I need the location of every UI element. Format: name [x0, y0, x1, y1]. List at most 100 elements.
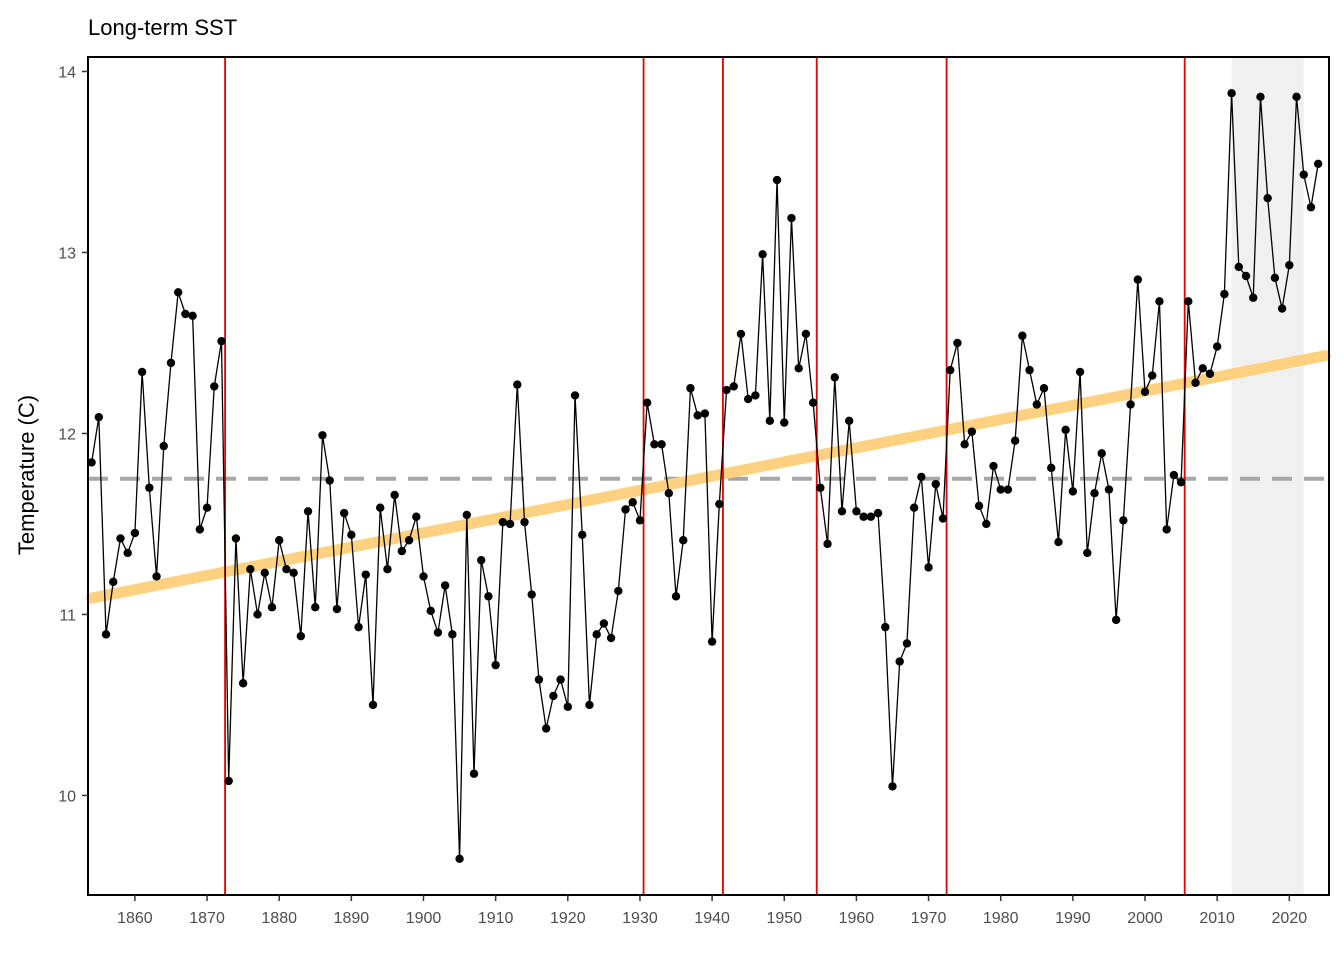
y-tick-label: 11	[59, 607, 76, 624]
data-point	[686, 384, 695, 393]
data-point	[505, 519, 515, 529]
data-point	[1018, 331, 1027, 340]
data-point	[635, 516, 645, 525]
data-point	[1155, 297, 1164, 306]
data-point	[188, 311, 197, 321]
data-point	[664, 488, 674, 498]
data-point	[729, 382, 738, 391]
data-point	[173, 288, 183, 297]
data-point	[1075, 367, 1085, 377]
data-point	[296, 631, 306, 641]
data-point	[736, 329, 746, 339]
data-point	[253, 610, 262, 619]
x-tick-label: 1930	[622, 910, 658, 927]
data-point	[469, 769, 479, 778]
x-tick-label: 1900	[406, 910, 442, 927]
chart-title: Long-term SST	[88, 15, 237, 40]
data-point	[946, 365, 955, 375]
x-tick-label: 1890	[334, 910, 370, 927]
data-point	[888, 782, 897, 791]
data-point	[455, 854, 464, 864]
data-point	[477, 555, 486, 565]
data-point	[772, 175, 782, 185]
data-point	[852, 507, 861, 516]
x-tick-label: 1920	[550, 910, 586, 927]
data-point	[390, 490, 399, 500]
data-point	[541, 724, 551, 733]
x-tick-label: 1870	[189, 910, 225, 927]
data-point	[780, 418, 789, 427]
data-point	[931, 479, 940, 489]
data-point	[383, 565, 392, 574]
data-point	[267, 603, 277, 612]
data-point	[1184, 297, 1193, 306]
data-point	[556, 675, 565, 684]
x-tick-label: 1960	[839, 910, 875, 927]
data-point	[650, 440, 659, 449]
trend-line	[86, 350, 1331, 604]
data-point	[1025, 365, 1034, 375]
data-point	[520, 517, 529, 527]
data-point	[498, 517, 508, 527]
data-point	[109, 577, 118, 587]
data-point	[924, 563, 933, 572]
data-point	[527, 590, 536, 599]
x-tick-label: 1990	[1055, 910, 1091, 927]
data-point	[1227, 88, 1236, 98]
data-point	[693, 411, 702, 420]
data-point	[599, 619, 609, 628]
data-point	[989, 461, 998, 471]
data-point	[1083, 548, 1092, 558]
data-point	[404, 536, 414, 545]
data-point	[700, 409, 710, 418]
data-point	[289, 568, 298, 578]
x-tick-label: 2010	[1199, 910, 1235, 927]
data-point	[1039, 384, 1049, 393]
data-point	[426, 606, 435, 616]
data-point	[231, 534, 241, 543]
data-point	[484, 592, 493, 601]
data-point	[960, 440, 969, 449]
data-point	[1090, 488, 1099, 498]
data-point	[570, 391, 580, 400]
data-point	[909, 503, 919, 512]
x-tick-label: 1940	[694, 910, 730, 927]
data-point	[794, 364, 803, 373]
data-point	[1111, 615, 1121, 625]
plot-area	[86, 57, 1331, 895]
data-point	[1119, 516, 1128, 525]
x-tick-label: 2020	[1272, 910, 1308, 927]
x-tick-label: 1860	[117, 910, 153, 927]
data-point	[1061, 425, 1070, 435]
x-tick-label: 1880	[261, 910, 297, 927]
data-point	[1104, 485, 1114, 494]
data-point	[671, 592, 681, 601]
plot-border	[87, 56, 1330, 896]
data-point	[246, 565, 255, 574]
data-point	[715, 499, 724, 509]
data-point	[657, 440, 666, 449]
data-point	[816, 483, 825, 492]
data-point	[953, 338, 962, 348]
data-point	[412, 512, 421, 521]
data-point	[224, 776, 233, 786]
data-point	[1256, 92, 1265, 102]
x-tick-label: 1950	[766, 910, 802, 927]
data-point	[116, 534, 125, 543]
data-point	[217, 336, 226, 346]
data-point	[433, 628, 443, 637]
data-point	[628, 498, 637, 507]
data-point	[902, 639, 912, 648]
data-point	[159, 441, 168, 451]
data-point	[808, 398, 818, 407]
x-axis: 1860 1870 1880 1890 1900 1910 1920 1930 1940 1950…	[117, 895, 1307, 927]
data-point	[1234, 262, 1244, 272]
data-point	[1032, 400, 1041, 409]
data-point	[859, 512, 868, 521]
y-tick-label: 14	[58, 64, 76, 81]
data-point	[917, 472, 926, 482]
data-point	[1292, 92, 1301, 102]
data-point	[563, 702, 573, 711]
data-point	[1270, 273, 1280, 283]
